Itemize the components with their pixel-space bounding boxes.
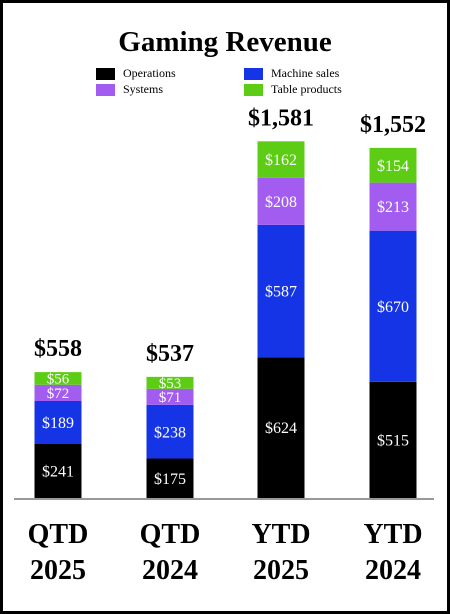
bar-segment-0-2 [34,384,82,401]
data-label-0-2: $72 [47,386,70,402]
legend-item-operations: Operations [96,66,176,81]
legend-swatch-table-products [244,83,263,96]
legend-item-systems: Systems [96,82,163,97]
data-label-3-3: $154 [377,158,409,175]
legend-swatch-machine-sales [244,67,263,80]
bar-segment-2-3 [257,141,305,178]
bar-segment-3-0 [369,381,417,498]
bar-segment-2-0 [257,357,305,498]
legend-label-table-products: Table products [271,82,342,96]
data-label-3-2: $213 [377,199,409,216]
category-label-0-1: 2025 [30,555,86,586]
data-label-2-3: $162 [265,152,297,169]
total-label-2: $1,581 [248,105,314,131]
data-label-0-3: $56 [47,372,70,388]
category-label-1-1: 2024 [142,555,198,586]
legend-item-machine-sales: Machine sales [244,66,339,81]
data-label-3-1: $670 [377,299,409,316]
category-label-0-0: QTD [28,519,89,550]
data-label-1-3: $53 [159,376,182,392]
category-label-1-0: QTD [140,519,201,550]
chart-title: Gaming Revenue [118,26,332,58]
data-label-1-1: $238 [154,424,186,441]
data-label-0-0: $241 [42,463,74,480]
bar-segment-0-3 [34,372,82,385]
bar-segment-1-0 [146,458,194,498]
category-label-3-1: 2024 [365,555,421,586]
bar-segment-3-3 [369,147,417,183]
data-label-1-2: $71 [159,390,182,406]
legend-item-table-products: Table products [244,82,342,97]
legend-label-operations: Operations [123,66,176,80]
category-label-2-0: YTD [251,519,310,550]
legend-label-machine-sales: Machine sales [271,66,340,80]
bar-segment-0-1 [34,400,82,444]
bar-segment-1-2 [146,388,194,405]
legend-swatch-operations [96,67,115,80]
bar-segment-0-0 [34,443,82,498]
category-label-3-0: YTD [363,519,422,550]
bar-segment-3-1 [369,230,417,382]
total-label-3: $1,552 [360,112,426,138]
legend-label-systems: Systems [123,82,164,96]
data-label-2-1: $587 [265,284,297,301]
data-label-2-0: $624 [265,420,297,437]
bar-segment-2-2 [257,177,305,225]
data-label-0-1: $189 [42,415,74,432]
bar-segment-2-1 [257,224,305,358]
data-label-3-0: $515 [377,433,409,450]
total-label-1: $537 [146,341,194,367]
data-label-2-2: $208 [265,194,297,211]
category-label-2-1: 2025 [253,555,309,586]
bar-segment-1-3 [146,376,194,389]
data-label-1-0: $175 [154,471,186,488]
legend-swatch-systems [96,83,115,96]
total-label-0: $558 [34,336,82,362]
bar-segment-1-1 [146,404,194,459]
bar-segment-3-2 [369,182,417,231]
